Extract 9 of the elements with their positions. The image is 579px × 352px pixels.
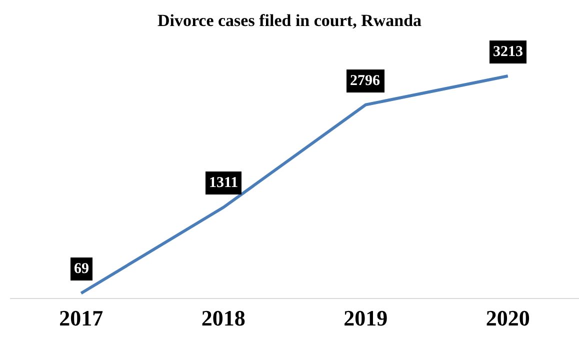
chart-title: Divorce cases filed in court, Rwanda [157, 10, 422, 30]
x-tick-label: 2017 [59, 305, 104, 330]
x-tick-label: 2018 [201, 305, 246, 330]
x-tick-label: 2020 [486, 305, 530, 330]
data-label: 1311 [209, 175, 238, 191]
data-label: 69 [74, 261, 89, 277]
data-label: 3213 [493, 44, 523, 60]
data-label: 2796 [350, 73, 380, 89]
x-tick-label: 2019 [344, 305, 388, 330]
